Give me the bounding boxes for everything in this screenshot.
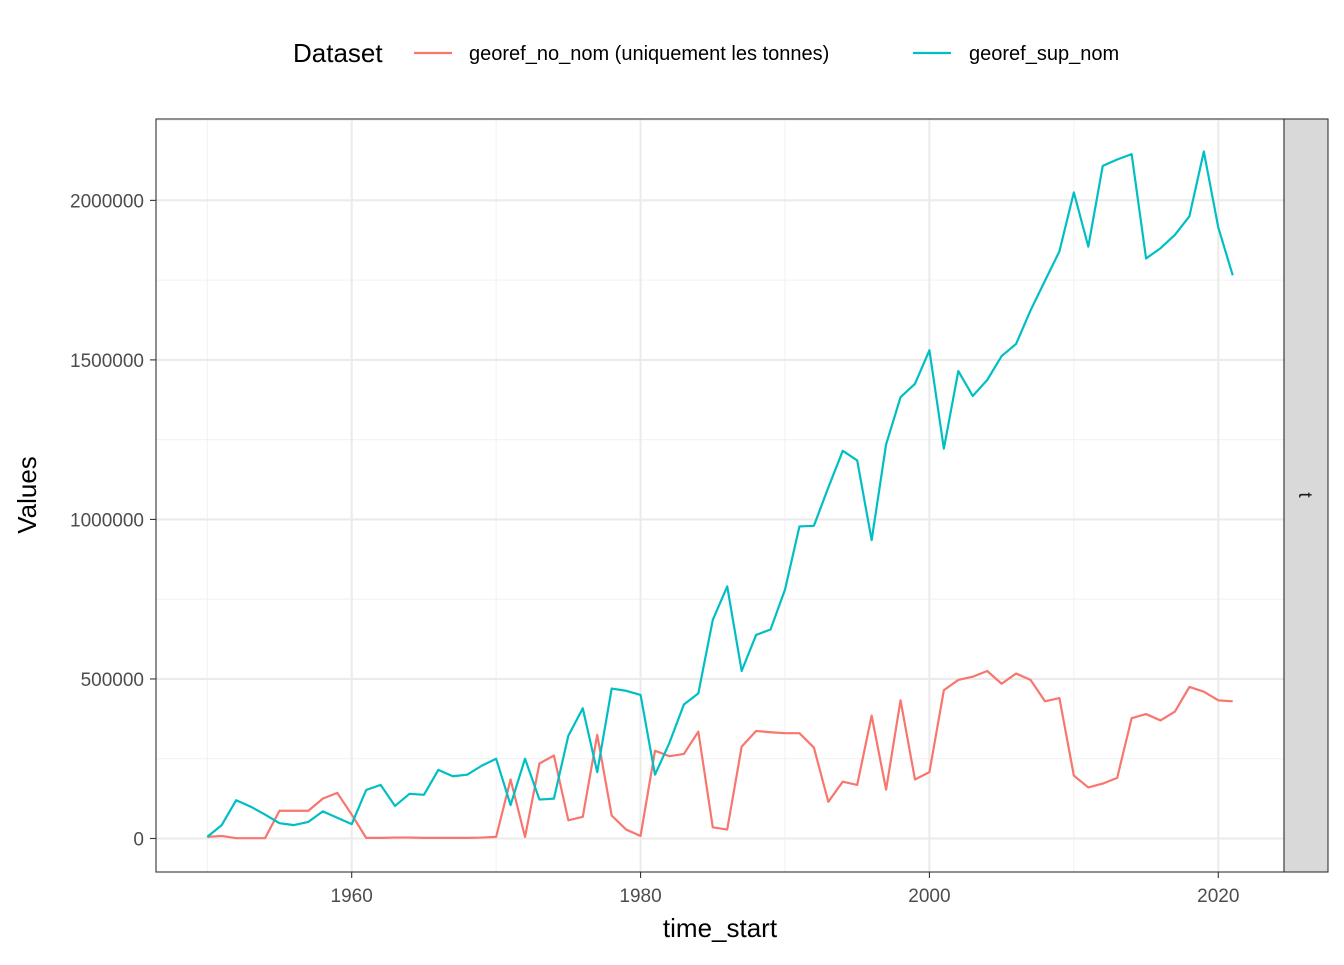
y-tick-label: 1000000: [70, 510, 144, 531]
y-tick-label: 500000: [81, 670, 144, 691]
series-layer: [206, 150, 1234, 840]
x-tick-label: 1980: [619, 886, 661, 907]
x-axis: 1960 1980 2000 2020: [331, 872, 1239, 907]
y-tick-label: 2000000: [70, 191, 144, 212]
y-axis-title: Values: [12, 456, 42, 534]
x-axis-title: time_start: [663, 913, 778, 943]
series-line-2: [206, 150, 1234, 838]
legend-label-series-1: georef_no_nom (uniquement les tonnes): [469, 43, 829, 65]
facet-strip: [1283, 118, 1329, 873]
legend-label-series-2: georef_sup_nom: [969, 43, 1119, 65]
y-tick-label: 0: [133, 829, 144, 850]
y-axis: 0 500000 1000000 1500000 2000000: [70, 191, 156, 850]
facet-strip-label: t: [1294, 492, 1315, 498]
x-tick-label: 2020: [1197, 886, 1239, 907]
legend-title: Dataset: [293, 38, 383, 68]
plot-panel: [156, 119, 1284, 872]
series-line-1: [207, 669, 1233, 840]
x-tick-label: 2000: [908, 886, 950, 907]
y-tick-label: 1500000: [70, 351, 144, 372]
legend: Dataset georef_no_nom (uniquement les to…: [293, 38, 1119, 68]
grid-minor: [156, 119, 1284, 872]
x-tick-label: 1960: [331, 886, 373, 907]
